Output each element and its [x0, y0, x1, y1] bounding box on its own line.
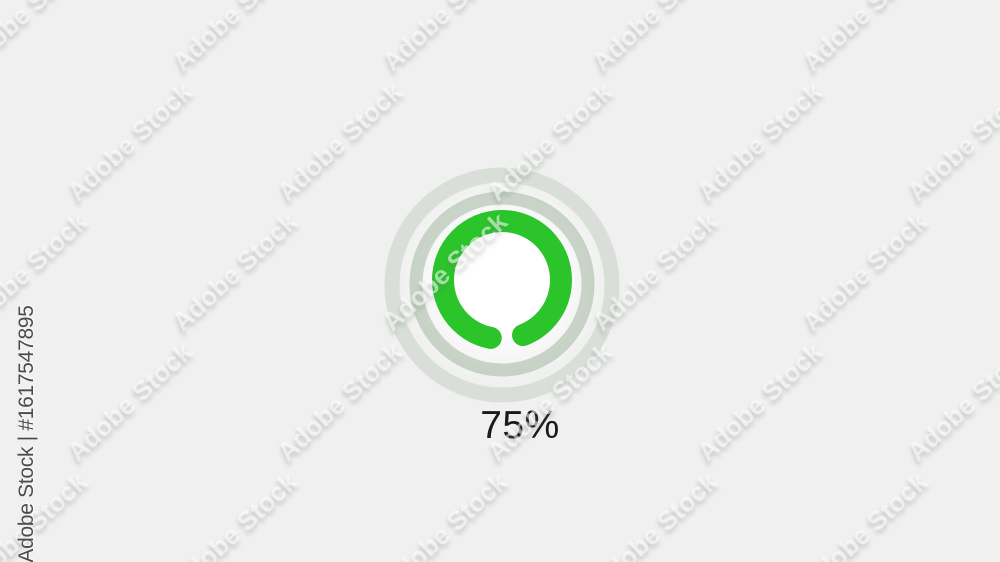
inner-disc	[452, 230, 552, 330]
progress-percent-label: 75%	[480, 404, 560, 447]
ripple-ring-outer	[384, 167, 620, 403]
progress-ring	[432, 210, 572, 350]
stock-id-watermark: Adobe Stock | #1617547895	[15, 305, 38, 562]
ripple-ring-middle	[409, 191, 595, 377]
